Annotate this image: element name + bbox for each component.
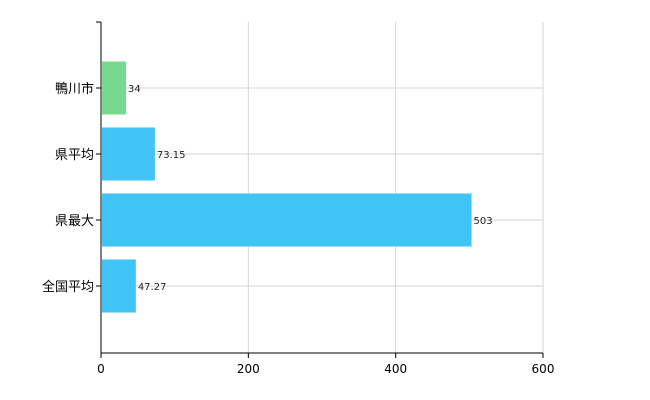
x-tick-label-3: 600 bbox=[532, 362, 555, 376]
bar-2 bbox=[102, 127, 155, 181]
grid-lines bbox=[101, 22, 544, 353]
x-tick-label-2: 400 bbox=[384, 362, 407, 376]
x-tick-label-1: 200 bbox=[237, 362, 260, 376]
bars bbox=[102, 61, 472, 313]
bar-1 bbox=[102, 61, 127, 115]
data-label-3: 503 bbox=[474, 216, 493, 227]
category-label-2: 県平均 bbox=[55, 148, 94, 163]
data-label-1: 34 bbox=[128, 84, 141, 95]
axes bbox=[96, 21, 544, 358]
category-label-3: 県最大 bbox=[55, 214, 94, 229]
x-tick-label-0: 0 bbox=[97, 362, 105, 376]
data-label-2: 73.15 bbox=[157, 150, 186, 161]
bar-4 bbox=[102, 259, 136, 313]
category-label-4: 全国平均 bbox=[42, 279, 94, 295]
data-label-4: 47.27 bbox=[138, 282, 167, 293]
bar-3 bbox=[102, 193, 472, 247]
category-label-1: 鴨川市 bbox=[55, 81, 94, 97]
